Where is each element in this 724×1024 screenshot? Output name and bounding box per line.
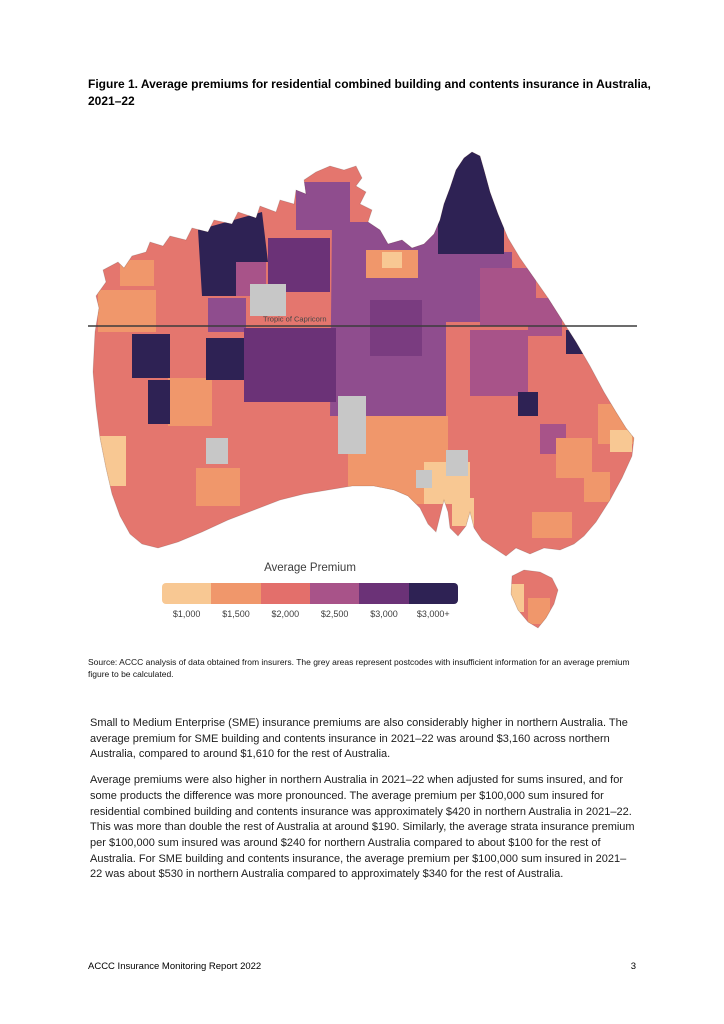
map-region-patch: [206, 338, 244, 380]
map-region-patch: [196, 468, 240, 506]
map-region-patch: [470, 330, 528, 396]
map-region-patch: [366, 250, 418, 278]
footer-page-number: 3: [630, 961, 636, 972]
tasmania-outline: [510, 569, 559, 629]
map-region-patch: [528, 298, 562, 336]
map-region-patch: [100, 436, 126, 486]
legend-tick-label: $1,500: [222, 609, 250, 619]
legend-tick-label: $2,000: [271, 609, 300, 619]
map-region-patch: [610, 430, 632, 452]
map-region-patch: [206, 438, 228, 464]
legend-color-bar: [162, 583, 458, 604]
map-region-patch: [470, 252, 512, 294]
legend-segment: [211, 583, 261, 604]
map-region-patch: [168, 378, 212, 426]
map-legend: Average Premium $1,000 $1,500 $2,000 $2,…: [162, 562, 458, 619]
map-region-patch: [556, 438, 592, 478]
legend-tick-labels: $1,000 $1,500 $2,000 $2,500 $3,000 $3,00…: [162, 609, 458, 619]
footer-report-title: ACCC Insurance Monitoring Report 2022: [88, 961, 262, 972]
legend-segment: [408, 583, 458, 604]
legend-segment: [359, 583, 409, 604]
map-region-patch: [528, 598, 550, 624]
map-region-patch: [446, 450, 468, 476]
map-region-patch: [438, 152, 504, 254]
map-region-patch: [480, 268, 536, 326]
legend-tick-label: $2,500: [320, 609, 349, 619]
map-region-patch: [330, 222, 480, 416]
source-note: Source: ACCC analysis of data obtained f…: [88, 657, 630, 680]
map-region-patch: [424, 462, 470, 504]
map-region-patch: [98, 290, 156, 332]
legend-tick-label: $3,000+: [416, 609, 450, 619]
page-footer: ACCC Insurance Monitoring Report 2022 3: [88, 961, 636, 972]
map-region-patch: [250, 284, 286, 316]
map-region-patch: [348, 416, 448, 504]
map-region-patch: [120, 260, 154, 286]
map-region-patch: [566, 330, 590, 354]
legend-segment: [309, 583, 360, 604]
tropic-of-capricorn-label: Tropic of Capricorn: [263, 315, 327, 324]
map-region-patch: [584, 472, 610, 502]
map-region-patch: [198, 212, 268, 296]
legend-tick-label: $3,000: [370, 609, 398, 619]
map-region-patch: [370, 300, 422, 356]
legend-segment: [260, 583, 310, 604]
map-region-patch: [148, 380, 170, 424]
map-region-patch: [132, 334, 170, 378]
legend-segment: [162, 583, 212, 604]
map-region-patch: [532, 512, 572, 538]
map-region-patch: [296, 182, 350, 230]
mainland-outline: [92, 151, 635, 557]
map-region-patch: [338, 396, 366, 454]
map-region-patch: [510, 584, 524, 612]
map-region-patch: [382, 252, 402, 268]
paragraph: Small to Medium Enterprise (SME) insuran…: [90, 717, 628, 761]
legend-tick-label: $1,000: [172, 609, 201, 619]
map-region-patch: [540, 424, 566, 454]
map-region-patch: [268, 238, 330, 292]
paragraph: Average premiums were also higher in nor…: [90, 774, 635, 881]
legend-title: Average Premium: [264, 562, 356, 574]
map-region-patch: [244, 328, 336, 402]
map-region-patch: [452, 498, 474, 526]
body-text: Small to Medium Enterprise (SME) insuran…: [90, 716, 638, 893]
map-region-patch: [518, 392, 538, 416]
map-region-patch: [232, 262, 266, 296]
figure-title: Figure 1. Average premiums for residenti…: [88, 77, 651, 109]
map-region-patch: [598, 404, 634, 444]
map-region-patch: [208, 298, 246, 332]
map-region-patch: [416, 470, 432, 488]
